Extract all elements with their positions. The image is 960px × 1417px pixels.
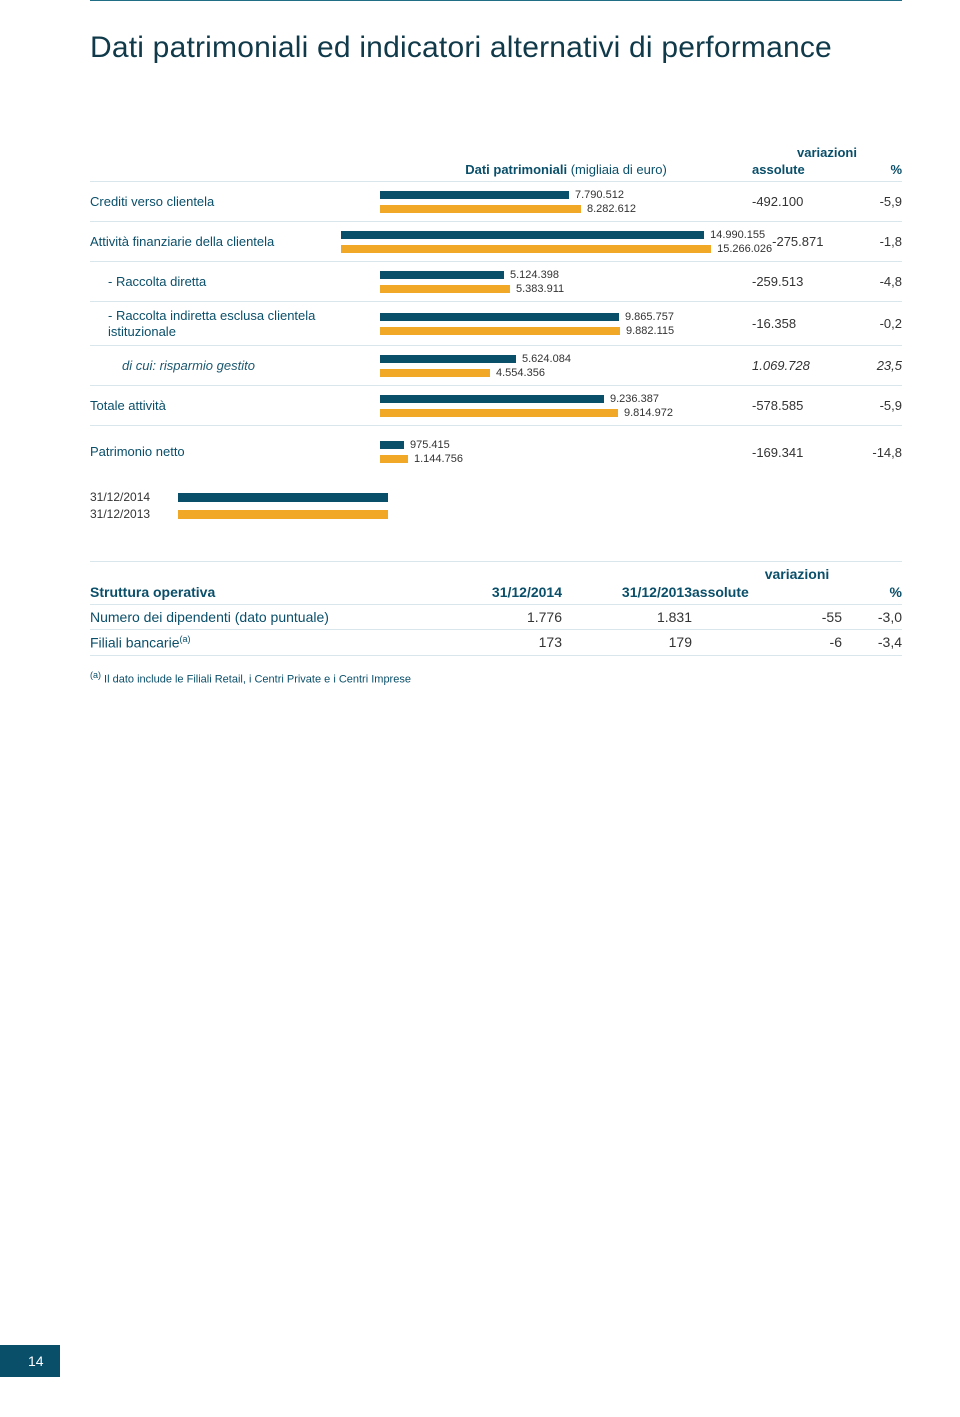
page-title: Dati patrimoniali ed indicatori alternat… <box>90 31 902 65</box>
var-pct: -0,2 <box>880 316 902 331</box>
chart1-title-b: (migliaia di euro) <box>567 162 667 177</box>
tbl2-col2: 31/12/2013 <box>562 584 692 600</box>
var-pct: -1,8 <box>880 234 902 249</box>
var-abs: 1.069.728 <box>752 358 810 373</box>
bar <box>341 245 711 253</box>
var-pct: 23,5 <box>877 358 902 373</box>
tbl2-var-abs: assolute <box>692 584 749 600</box>
var-pct: -5,9 <box>880 398 902 413</box>
bar <box>380 441 404 449</box>
bar-value: 5.624.084 <box>522 353 571 365</box>
chart1-row: Crediti verso clientela 7.790.512 8.282.61… <box>90 182 902 222</box>
struttura-operativa-table: Struttura operativa 31/12/2014 31/12/201… <box>90 561 902 685</box>
chart1-row-label: Crediti verso clientela <box>90 194 380 210</box>
chart1-row: Attività finanziarie della clientela 14.9… <box>90 222 902 262</box>
bar <box>341 231 704 239</box>
bar <box>380 409 618 417</box>
bar-value: 5.383.911 <box>516 283 564 295</box>
chart1-row-label: Attività finanziarie della clientela <box>90 234 341 250</box>
chart1-row-label: Totale attività <box>90 398 380 414</box>
bar-value: 14.990.155 <box>710 229 765 241</box>
var-abs: -16.358 <box>752 316 796 331</box>
chart1-row-label: - Raccolta diretta <box>90 274 380 290</box>
bar <box>380 455 408 463</box>
var-abs: -578.585 <box>752 398 803 413</box>
chart1-var-abs: assolute <box>752 162 805 177</box>
tbl2-var-abs: -55 <box>732 609 842 625</box>
bar <box>380 285 510 293</box>
bar-value: 9.882.115 <box>626 325 674 337</box>
bar <box>380 191 569 199</box>
bar-value: 4.554.356 <box>496 367 545 379</box>
tbl2-row-label: Filiali bancarie(a) <box>90 634 432 651</box>
chart1-var-top: variazioni <box>752 145 902 160</box>
tbl2-header-label: Struttura operativa <box>90 584 432 600</box>
var-abs: -259.513 <box>752 274 803 289</box>
legend-label: 31/12/2014 <box>90 490 170 504</box>
var-abs: -275.871 <box>772 234 823 249</box>
bar <box>380 395 604 403</box>
tbl2-row: Filiali bancarie(a)173179 -6-3,4 <box>90 630 902 656</box>
bar-value: 15.266.026 <box>717 243 772 255</box>
bar-value: 1.144.756 <box>414 453 463 465</box>
chart1-row: Patrimonio netto 975.415 1.144.756 -169.341… <box>90 432 902 472</box>
tbl2-var-top: variazioni <box>692 566 902 582</box>
bar <box>380 313 619 321</box>
tbl2-header: Struttura operativa 31/12/2014 31/12/201… <box>90 561 902 605</box>
chart1-row: - Raccolta indiretta esclusa clientela i… <box>90 302 902 346</box>
page-number: 14 <box>0 1345 60 1377</box>
legend-swatch <box>178 493 388 502</box>
tbl2-cell: 173 <box>432 634 562 651</box>
chart1-row-label: di cui: risparmio gestito <box>90 358 380 374</box>
bar-value: 7.790.512 <box>575 189 624 201</box>
chart1-var-pct: % <box>890 162 902 177</box>
tbl2-row-label: Numero dei dipendenti (dato puntuale) <box>90 609 432 625</box>
chart1-row: - Raccolta diretta 5.124.398 5.383.911 -259… <box>90 262 902 302</box>
chart1-header: Dati patrimoniali (migliaia di euro) var… <box>90 145 902 182</box>
var-pct: -4,8 <box>880 274 902 289</box>
tbl2-row: Numero dei dipendenti (dato puntuale)1.7… <box>90 605 902 630</box>
bar-value: 975.415 <box>410 439 450 451</box>
bar-value: 9.814.972 <box>624 407 673 419</box>
tbl2-cell: 1.776 <box>432 609 562 625</box>
legend-label: 31/12/2013 <box>90 507 170 521</box>
bar <box>380 205 581 213</box>
var-abs: -169.341 <box>752 445 803 460</box>
bar-value: 9.236.387 <box>610 393 659 405</box>
tbl2-var-pct: % <box>890 584 902 600</box>
bar <box>380 369 490 377</box>
bar-value: 8.282.612 <box>587 203 636 215</box>
tbl2-footnote: (a) Il dato include le Filiali Retail, i… <box>90 670 902 686</box>
chart1-row-label: - Raccolta indiretta esclusa clientela i… <box>90 308 380 339</box>
chart1-title-a: Dati patrimoniali <box>465 162 567 177</box>
tbl2-var-abs: -6 <box>732 634 842 651</box>
bar-value: 5.124.398 <box>510 269 559 281</box>
bar <box>380 327 620 335</box>
tbl2-var-pct: -3,0 <box>842 609 902 625</box>
tbl2-cell: 1.831 <box>562 609 692 625</box>
bar <box>380 271 504 279</box>
bar <box>380 355 516 363</box>
tbl2-col1: 31/12/2014 <box>432 584 562 600</box>
patrimonio-chart: Dati patrimoniali (migliaia di euro) var… <box>90 145 902 521</box>
var-pct: -14,8 <box>872 445 902 460</box>
var-abs: -492.100 <box>752 194 803 209</box>
var-pct: -5,9 <box>880 194 902 209</box>
chart1-legend: 31/12/2014 31/12/2013 <box>90 490 902 521</box>
chart1-row: Totale attività 9.236.387 9.814.972 -578.58… <box>90 386 902 426</box>
chart1-row-label: Patrimonio netto <box>90 444 380 460</box>
tbl2-cell: 179 <box>562 634 692 651</box>
chart1-row: di cui: risparmio gestito 5.624.084 4.554.… <box>90 346 902 386</box>
tbl2-var-pct: -3,4 <box>842 634 902 651</box>
legend-swatch <box>178 510 388 519</box>
bar-value: 9.865.757 <box>625 311 674 323</box>
